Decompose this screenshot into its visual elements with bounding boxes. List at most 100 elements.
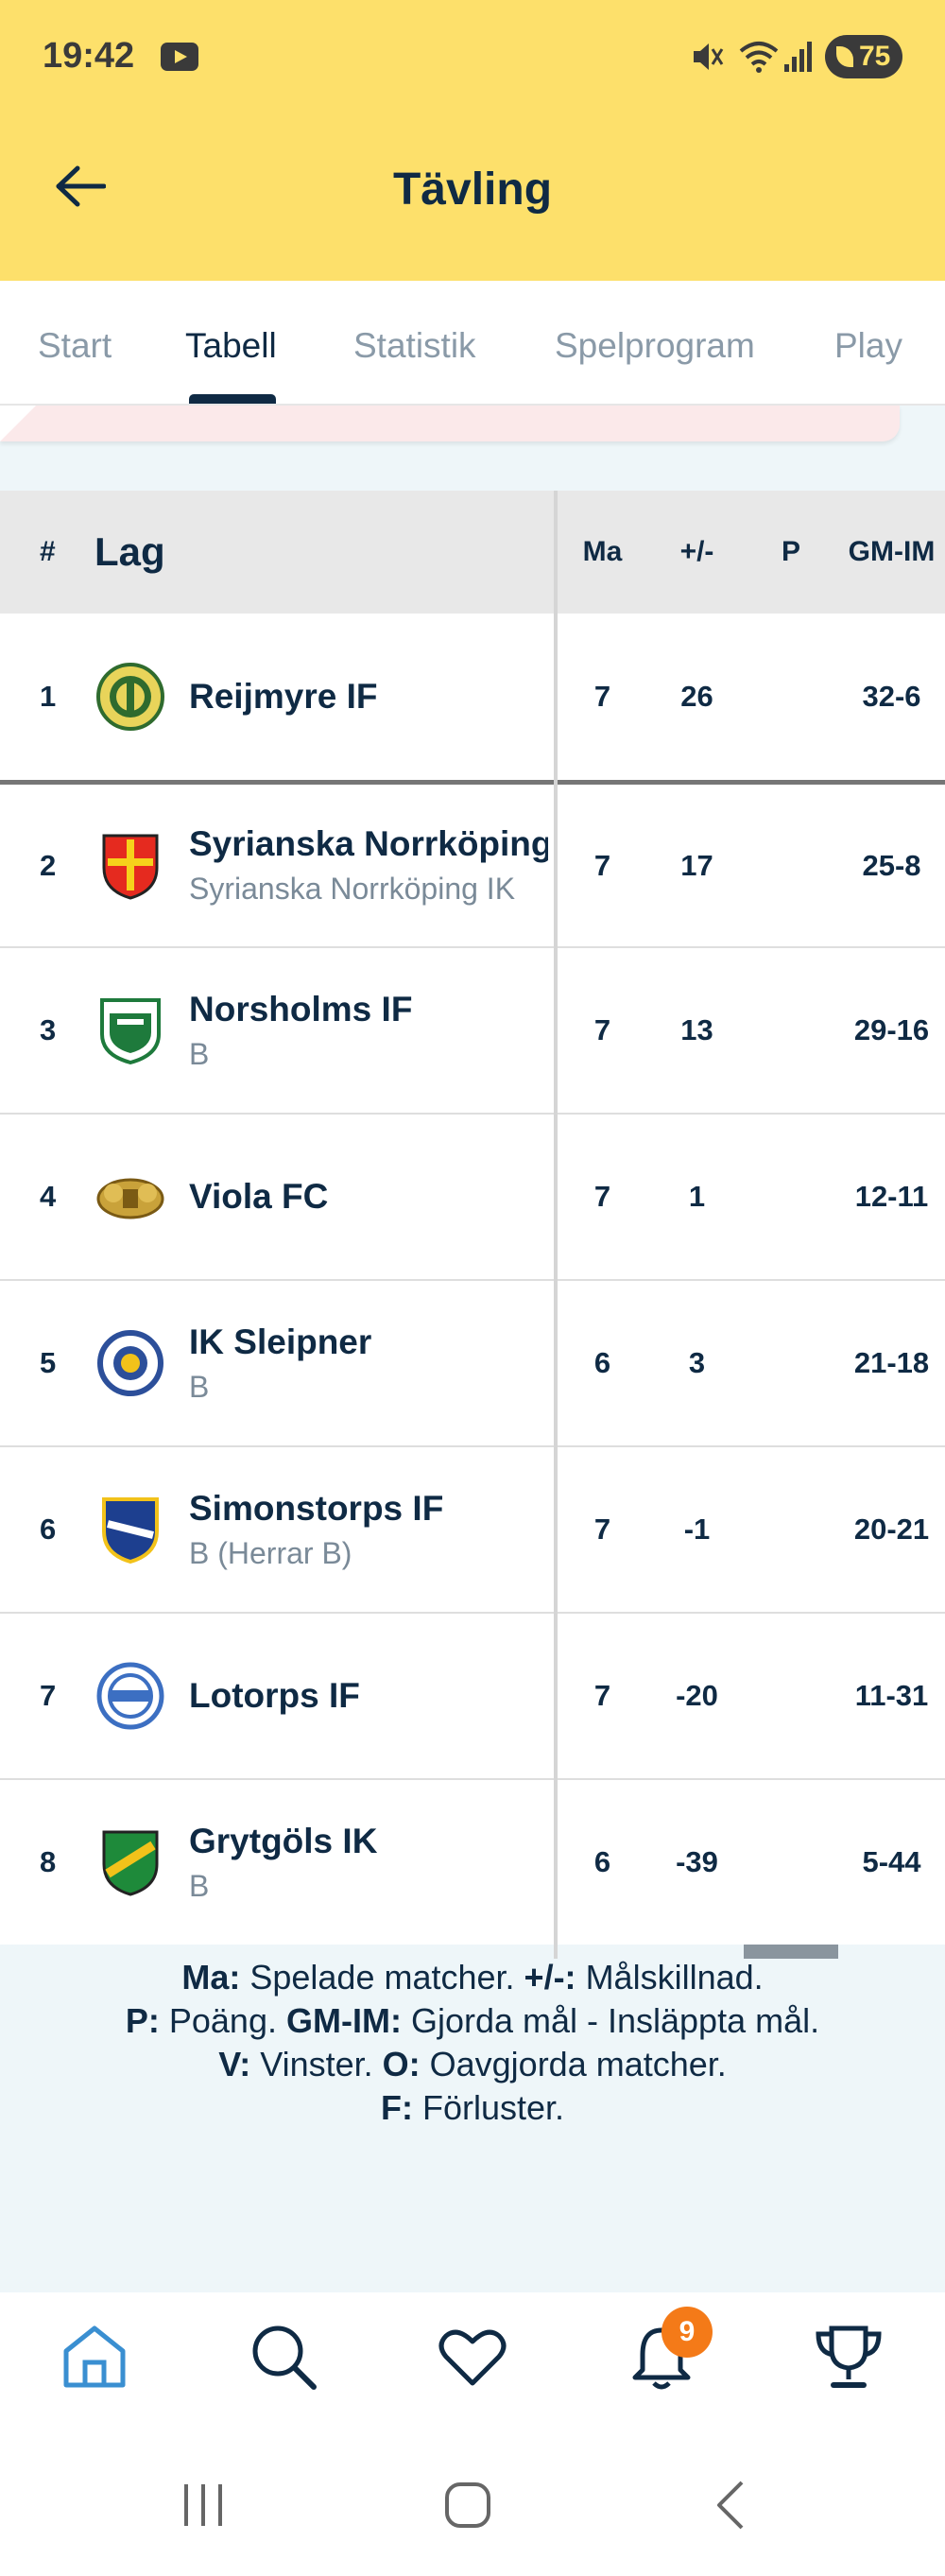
team-name: Reijmyre IF	[189, 677, 378, 716]
header-played: Ma	[582, 536, 623, 567]
goal-difference: 3	[688, 1346, 706, 1379]
arrow-left-icon	[56, 165, 106, 207]
grytgols-ik-logo-icon	[102, 1830, 159, 1896]
legend-key: +/-:	[524, 1958, 576, 1997]
legend-key: F:	[380, 2088, 413, 2127]
goals-for-against: 5-44	[862, 1845, 921, 1878]
goals-for-against: 11-31	[854, 1679, 929, 1712]
simonstorps-if-logo-icon	[102, 1497, 159, 1565]
recent-apps-icon[interactable]	[175, 2477, 232, 2533]
tab-spelprogram[interactable]: Spelprogram	[555, 326, 755, 365]
search-icon[interactable]	[248, 2321, 319, 2393]
viola-fc-logo-icon	[96, 1178, 164, 1219]
legend-key: O:	[382, 2045, 421, 2083]
wifi-icon	[739, 42, 779, 73]
goals-for-against: 29-16	[853, 1013, 930, 1046]
team-subtitle: Syrianska Norrköping IK	[189, 872, 516, 906]
points: 7	[782, 1513, 799, 1546]
team-position: 5	[40, 1346, 57, 1379]
mute-icon	[694, 43, 724, 70]
system-navigation-bar	[0, 2425, 945, 2576]
table-row[interactable]: 1 Reijmyre IF 7 26 16 32-6	[0, 614, 945, 780]
tab-start[interactable]: Start	[38, 326, 112, 365]
legend-key: Ma:	[181, 1958, 241, 1997]
syrianska-norrkoping-logo-icon	[102, 834, 159, 900]
reijmyre-if-logo-icon	[96, 663, 164, 731]
tab-tabell[interactable]: Tabell	[185, 326, 277, 365]
standings-table: # Lag Ma +/- P GM-IM 1 Reijmyre IF 7 26 …	[0, 491, 945, 1959]
goal-difference: -1	[683, 1513, 711, 1546]
table-legend: Ma: Spelade matcher. +/-: Målskillnad. P…	[0, 1956, 945, 2130]
table-row[interactable]: 7 Lotorps IF 7 -20 6 11-31	[0, 1612, 945, 1778]
standings-content: # Lag Ma +/- P GM-IM 1 Reijmyre IF 7 26 …	[0, 406, 945, 2292]
table-row[interactable]: 6 Simonstorps IF B (Herrar B) 7 -1 7 20-…	[0, 1445, 945, 1612]
goal-difference: 13	[680, 1013, 713, 1046]
table-row[interactable]: 4 Viola FC 7 1 10 12-11	[0, 1113, 945, 1279]
legend-text: Gjorda mål - Insläppta mål.	[401, 2001, 820, 2040]
tab-play[interactable]: Play	[834, 326, 902, 365]
team-position: 8	[40, 1845, 57, 1878]
goals-for-against: 12-11	[854, 1180, 929, 1213]
home-icon[interactable]	[59, 2321, 130, 2393]
header-points: P	[781, 536, 800, 567]
matches-played: 7	[593, 1013, 611, 1046]
points: 7	[782, 1346, 799, 1379]
team-subtitle: B	[189, 1369, 210, 1404]
team-position: 6	[40, 1513, 57, 1546]
active-tab-indicator	[189, 394, 276, 404]
header-team: Lag	[94, 529, 165, 574]
table-row[interactable]: 8 Grytgöls IK B 6 -39 1 5-44	[0, 1778, 945, 1945]
team-name: Grytgöls IK	[189, 1821, 378, 1860]
matches-played: 7	[593, 680, 611, 713]
table-row[interactable]: 2 Syrianska Norrköping Syrianska Norrköp…	[0, 780, 945, 946]
tab-statistik[interactable]: Statistik	[353, 326, 476, 365]
table-row[interactable]: 5 IK Sleipner B 6 3 7 21-18	[0, 1279, 945, 1445]
legend-text: Vinster.	[250, 2045, 383, 2083]
header-position: #	[40, 536, 56, 567]
goal-difference: -20	[676, 1679, 718, 1712]
header-goal-diff: +/-	[679, 536, 714, 567]
legend-text: Spelade matcher.	[240, 1958, 524, 1997]
goals-for-against: 21-18	[853, 1346, 930, 1379]
matches-played: 7	[593, 1180, 611, 1213]
app-header: Tävling	[0, 118, 945, 281]
table-row[interactable]: 3 Norsholms IF B 7 13 15 29-16	[0, 946, 945, 1113]
goal-difference: 1	[688, 1180, 706, 1213]
battery-level: 75	[859, 41, 891, 72]
points: 16	[774, 848, 808, 882]
team-position: 1	[40, 680, 57, 713]
bottom-navigation: 9	[0, 2292, 945, 2425]
lotorps-if-logo-icon	[96, 1662, 164, 1730]
goals-for-against: 25-8	[862, 848, 921, 882]
youtube-notification-icon	[161, 43, 198, 71]
notification-badge: 9	[662, 2307, 713, 2358]
legend-text: Oavgjorda matcher.	[420, 2045, 727, 2083]
matches-played: 7	[593, 1679, 611, 1712]
team-name: Lotorps IF	[189, 1676, 360, 1715]
norsholms-if-logo-icon	[100, 998, 161, 1065]
matches-played: 7	[593, 1513, 611, 1546]
heart-icon[interactable]	[437, 2321, 508, 2393]
team-name: Norsholms IF	[189, 989, 413, 1029]
battery-indicator: 75	[825, 35, 902, 78]
signal-icon	[784, 42, 812, 72]
team-subtitle: B (Herrar B)	[189, 1535, 352, 1570]
legend-text: Poäng.	[159, 2001, 286, 2040]
tab-bar: Start Tabell Statistik Spelprogram Play	[0, 281, 945, 406]
legend-key: V:	[218, 2045, 251, 2083]
team-position: 7	[40, 1679, 57, 1712]
ik-sleipner-logo-icon	[97, 1330, 163, 1396]
back-button[interactable]	[52, 158, 109, 215]
status-time: 19:42	[43, 36, 135, 76]
matches-played: 7	[593, 848, 611, 882]
page-title: Tävling	[392, 164, 553, 215]
status-bar: 19:42 75	[0, 0, 945, 118]
trophy-icon[interactable]	[813, 2321, 885, 2393]
home-button-icon[interactable]	[439, 2477, 496, 2533]
goals-for-against: 20-21	[853, 1513, 930, 1546]
system-back-icon[interactable]	[704, 2477, 761, 2533]
team-position: 3	[40, 1013, 57, 1046]
points: 10	[774, 1180, 808, 1213]
points: 1	[782, 1845, 799, 1878]
team-name: IK Sleipner	[189, 1322, 372, 1361]
